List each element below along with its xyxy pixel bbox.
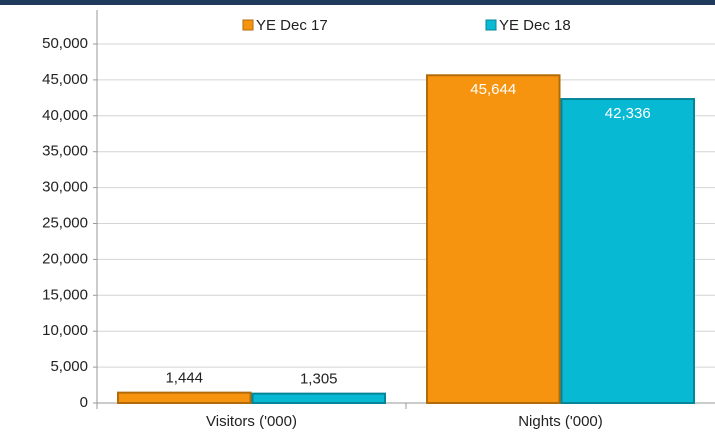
data-label: 1,305 [300,371,338,388]
marks [117,74,695,404]
labels: 0 5,000 10,000 15,000 20,000 25,000 30,000 35,0… [42,17,651,430]
y-tick-label: 40,000 [42,107,88,124]
data-label: 42,336 [605,105,651,122]
bar [560,98,695,404]
bar [117,391,252,404]
y-tick-label: 50,000 [42,35,88,52]
y-tick-label: 5,000 [50,358,88,375]
y-tick-label: 15,000 [42,286,88,303]
legend-label: YE Dec 18 [499,17,571,34]
y-tick-label: 30,000 [42,179,88,196]
y-tick-label: 45,000 [42,71,88,88]
y-tick-label: 20,000 [42,250,88,267]
x-tick-label: Nights ('000) [518,413,603,430]
legend-label: YE Dec 17 [256,17,328,34]
legend-swatch [242,19,254,31]
y-tick-label: 10,000 [42,322,88,339]
data-label: 1,444 [165,370,203,387]
bar [251,392,386,404]
y-tick-label: 35,000 [42,143,88,160]
legend-swatch [485,19,497,31]
y-tick-label: 25,000 [42,214,88,231]
top-stripe [0,0,715,5]
x-tick-label: Visitors ('000) [206,413,297,430]
data-label: 45,644 [470,81,516,98]
bar [426,74,561,404]
y-tick-label: 0 [80,394,88,411]
